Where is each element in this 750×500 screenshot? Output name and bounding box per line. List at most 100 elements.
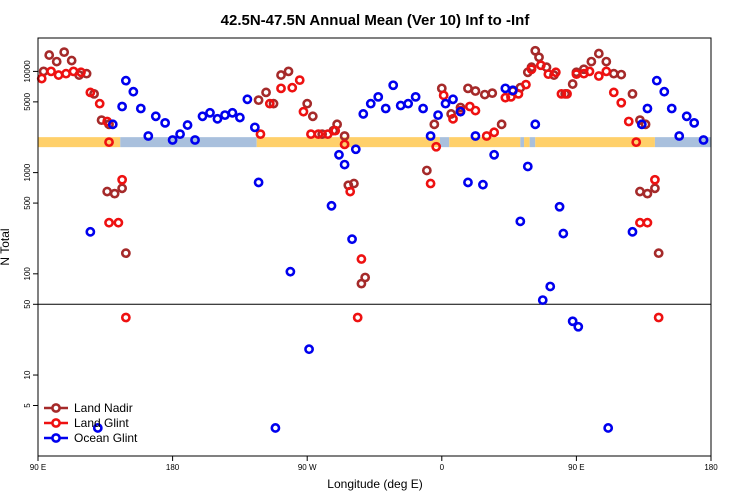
data-point <box>489 149 500 160</box>
data-point <box>448 94 458 105</box>
data-point <box>261 87 271 98</box>
data-point <box>270 423 281 433</box>
data-point <box>650 183 660 194</box>
data-point <box>479 89 490 100</box>
data-point <box>360 272 371 283</box>
data-point <box>117 183 128 194</box>
data-point <box>487 88 498 99</box>
data-point <box>264 98 275 109</box>
data-point <box>425 131 436 141</box>
data-point <box>631 137 642 148</box>
band-segment-ocean <box>529 137 536 148</box>
y-tick-label: 10000 <box>23 60 32 83</box>
data-point <box>255 129 266 140</box>
data-point <box>330 125 341 136</box>
x-tick-label: 90 E <box>30 463 46 472</box>
data-point <box>463 83 473 94</box>
data-point <box>608 68 619 79</box>
data-point <box>317 129 328 140</box>
data-point <box>616 69 627 80</box>
legend-marker <box>51 418 61 428</box>
data-point <box>356 254 367 264</box>
data-point <box>212 113 223 124</box>
data-point <box>197 111 208 122</box>
data-point <box>350 144 361 155</box>
data-point <box>339 159 350 170</box>
data-point <box>584 66 595 77</box>
data-point <box>593 71 604 81</box>
data-point <box>268 98 279 109</box>
chart-title: 42.5N-47.5N Annual Mean (Ver 10) Inf to … <box>221 12 531 29</box>
band-segment-land <box>535 137 655 148</box>
data-point <box>175 129 185 140</box>
data-point <box>283 66 294 77</box>
band-segment-land <box>38 137 121 148</box>
data-point <box>287 82 298 93</box>
data-point <box>120 248 131 259</box>
series-land-glint <box>36 60 664 323</box>
data-point <box>556 88 567 99</box>
data-point <box>651 75 662 86</box>
data-point <box>298 106 309 117</box>
y-tick-label: 10 <box>23 370 32 379</box>
data-point <box>334 149 344 160</box>
data-point <box>104 217 114 228</box>
data-point <box>689 117 700 128</box>
data-point <box>395 100 406 111</box>
data-point <box>586 56 597 67</box>
data-point <box>410 91 421 102</box>
data-point <box>674 131 685 141</box>
data-point <box>358 109 369 119</box>
legend-item: Ocean Glint <box>44 431 138 445</box>
data-point <box>150 111 161 122</box>
y-tick-label: 500 <box>23 196 32 210</box>
data-point <box>345 186 356 197</box>
data-point <box>227 107 238 118</box>
data-point <box>253 177 264 188</box>
data-point <box>489 127 500 138</box>
data-point <box>339 139 350 150</box>
data-point <box>113 217 124 228</box>
legend-marker <box>51 403 61 413</box>
data-point <box>234 112 245 123</box>
data-point <box>463 177 473 188</box>
y-axis-label: N Total <box>0 228 12 265</box>
legend-item: Land Glint <box>44 416 129 430</box>
data-point <box>526 64 537 75</box>
data-point <box>562 88 572 99</box>
data-point <box>36 73 47 84</box>
data-point <box>120 312 131 323</box>
data-point <box>543 69 554 80</box>
data-point <box>627 88 638 99</box>
data-point <box>117 174 128 185</box>
data-point <box>635 186 645 197</box>
y-tick-label: 50 <box>23 299 32 308</box>
data-point <box>143 131 154 141</box>
data-point <box>85 87 96 98</box>
data-point <box>455 106 466 117</box>
plot-frame <box>37 37 712 457</box>
data-point <box>294 75 305 86</box>
data-point <box>190 135 200 145</box>
data-point <box>373 91 384 102</box>
data-point <box>545 281 556 292</box>
data-point <box>659 86 670 97</box>
data-point <box>534 52 544 63</box>
data-point <box>104 137 114 148</box>
data-point <box>635 217 645 228</box>
data-point <box>642 217 653 228</box>
data-point <box>640 119 651 130</box>
data-point <box>515 216 526 227</box>
data-point <box>403 98 414 109</box>
data-point <box>304 344 314 355</box>
data-point <box>433 110 443 121</box>
data-point <box>500 83 511 94</box>
data-point <box>521 79 531 90</box>
surface-type-band <box>38 137 711 148</box>
data-point <box>601 66 612 77</box>
data-point <box>500 92 511 103</box>
y-tick-label: 5 <box>23 403 32 408</box>
data-point <box>76 67 86 78</box>
data-point <box>642 188 653 199</box>
